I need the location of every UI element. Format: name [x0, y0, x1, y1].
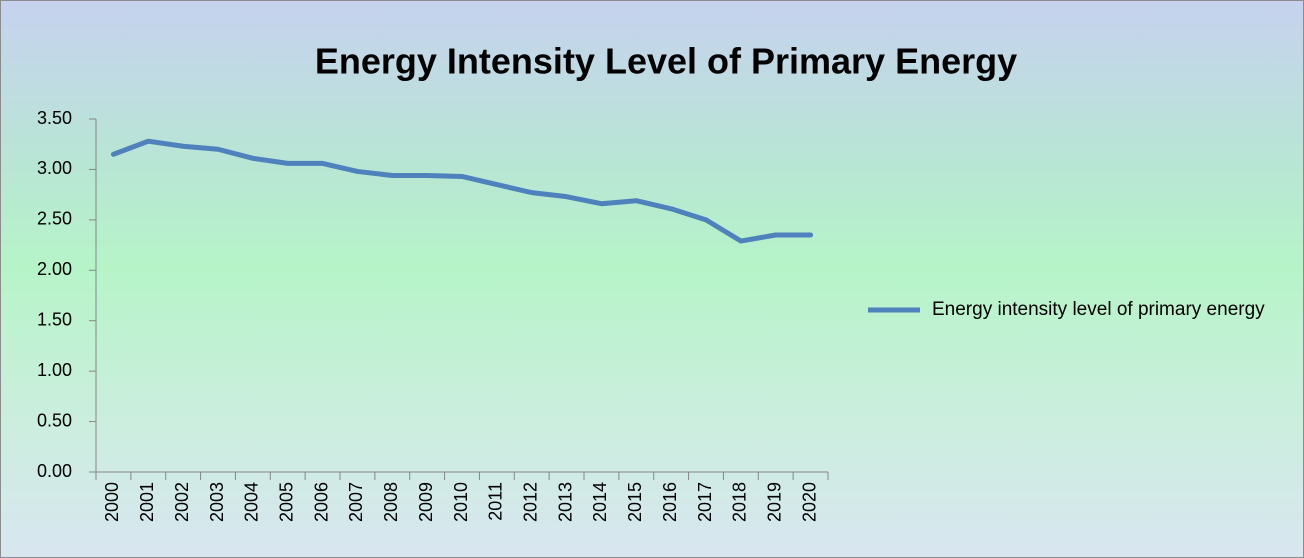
x-tick-label: 2000	[102, 482, 122, 522]
x-tick-label: 2010	[451, 482, 471, 522]
x-tick-label: 2014	[590, 482, 610, 522]
x-tick-label: 2004	[242, 482, 262, 522]
chart-title: Energy Intensity Level of Primary Energy	[315, 41, 1017, 82]
y-tick-label: 1.00	[37, 360, 72, 380]
x-tick-label: 2006	[311, 482, 331, 522]
x-tick-label: 2018	[730, 482, 750, 522]
y-tick-label: 2.50	[37, 209, 72, 229]
x-tick-label: 2001	[137, 482, 157, 522]
x-tick-label: 2012	[520, 482, 540, 522]
x-tick-label: 2009	[416, 482, 436, 522]
x-tick-label: 2020	[799, 482, 819, 522]
y-tick-label: 3.50	[37, 108, 72, 128]
x-tick-label: 2003	[207, 482, 227, 522]
x-tick-label: 2015	[625, 482, 645, 522]
x-tick-label: 2013	[555, 482, 575, 522]
x-tick-label: 2019	[764, 482, 784, 522]
y-tick-label: 0.00	[37, 461, 72, 481]
y-tick-label: 0.50	[37, 410, 72, 430]
series-line	[110, 138, 814, 244]
y-tick-label: 1.50	[37, 309, 72, 329]
x-tick-label: 2005	[276, 482, 296, 522]
x-tick-label: 2008	[381, 482, 401, 522]
x-tick-label: 2002	[172, 482, 192, 522]
x-tick-label: 2016	[660, 482, 680, 522]
x-tick-label: 2011	[486, 482, 506, 521]
legend-label: Energy intensity level of primary energy	[932, 299, 1265, 320]
y-tick-label: 3.00	[37, 158, 72, 178]
x-tick-label: 2017	[695, 482, 715, 522]
x-tick-label: 2007	[346, 482, 366, 522]
y-tick-label: 2.00	[37, 259, 72, 279]
